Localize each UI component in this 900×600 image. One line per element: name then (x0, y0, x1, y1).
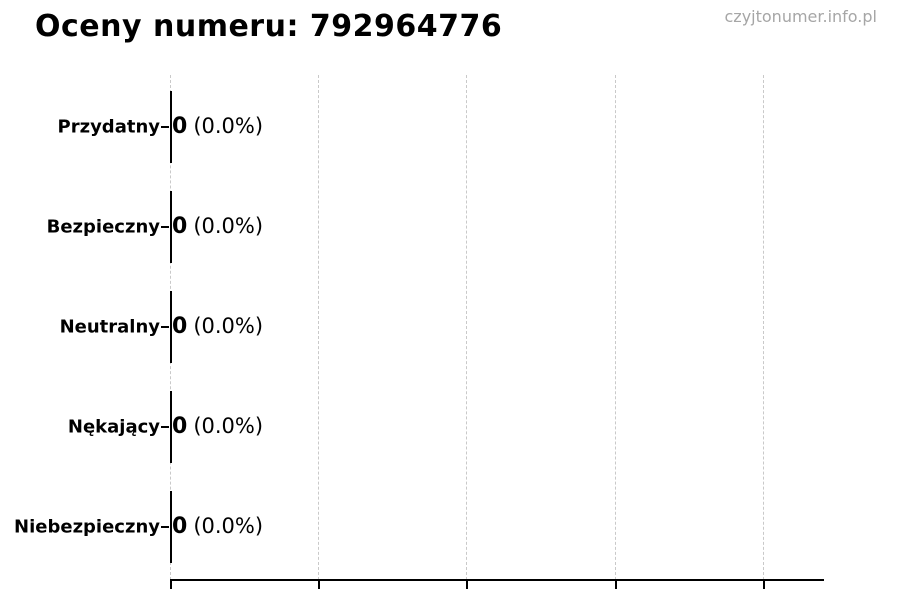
category-label-neutralny: Neutralny (59, 316, 160, 338)
y-axis-tick (161, 426, 169, 428)
value-annotation: 0 (0.0%) (172, 514, 263, 539)
y-axis-tick (161, 326, 169, 328)
y-axis-tick (161, 126, 169, 128)
bar-niebezpieczny (170, 491, 172, 563)
category-label-bezpieczny: Bezpieczny (46, 216, 160, 238)
category-label-niebezpieczny: Niebezpieczny (14, 516, 160, 538)
value-percent: (0.0%) (193, 514, 264, 538)
gridline (615, 75, 616, 580)
category-label-przydatny: Przydatny (57, 116, 160, 138)
gridline (318, 75, 319, 580)
x-axis-tick (763, 581, 765, 589)
value-count: 0 (172, 314, 188, 339)
value-count: 0 (172, 414, 188, 439)
x-axis-tick (615, 581, 617, 589)
value-count: 0 (172, 114, 188, 139)
value-percent: (0.0%) (193, 314, 264, 338)
x-axis-tick (318, 581, 320, 589)
chart-title: Oceny numeru: 792964776 (35, 9, 503, 44)
gridline (763, 75, 764, 580)
bar-przydatny (170, 91, 172, 163)
value-annotation: 0 (0.0%) (172, 214, 263, 239)
x-axis-tick (170, 581, 172, 589)
bar-neutralny (170, 291, 172, 363)
category-label-nekajacy: Nękający (67, 416, 160, 438)
bar-bezpieczny (170, 191, 172, 263)
value-count: 0 (172, 514, 188, 539)
watermark-text: czyjtonumer.info.pl (724, 7, 878, 26)
x-axis-line (170, 579, 824, 581)
gridline (466, 75, 467, 580)
value-annotation: 0 (0.0%) (172, 414, 263, 439)
value-count: 0 (172, 214, 188, 239)
value-percent: (0.0%) (193, 114, 264, 138)
value-annotation: 0 (0.0%) (172, 314, 263, 339)
value-percent: (0.0%) (193, 414, 264, 438)
value-annotation: 0 (0.0%) (172, 114, 263, 139)
y-axis-tick (161, 526, 169, 528)
x-axis-tick (466, 581, 468, 589)
y-axis-tick (161, 226, 169, 228)
value-percent: (0.0%) (193, 214, 264, 238)
bar-nekajacy (170, 391, 172, 463)
